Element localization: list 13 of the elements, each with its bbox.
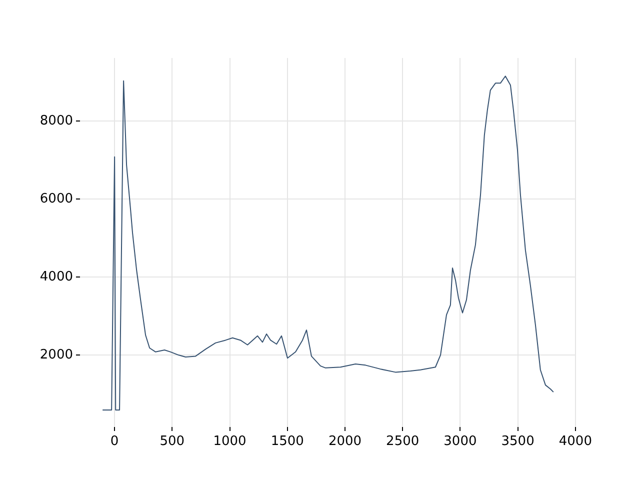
x-tick-label: 2500 — [386, 434, 420, 450]
x-tick-label: 3500 — [501, 434, 534, 450]
x-tick-label: 3000 — [444, 434, 477, 450]
y-tick-label: 2000 — [40, 347, 73, 362]
y-tick-label: 8000 — [40, 113, 73, 128]
x-tick-label: 500 — [160, 434, 185, 450]
x-tick-label: 4000 — [558, 434, 592, 450]
x-tick-label: 2000 — [328, 434, 362, 450]
y-tick-label: 4000 — [40, 269, 73, 284]
x-tick-label: 1000 — [213, 434, 246, 450]
x-tick-label: 0 — [110, 434, 119, 450]
x-tick-label: 1500 — [270, 434, 304, 450]
y-tick-label: 6000 — [40, 191, 73, 206]
